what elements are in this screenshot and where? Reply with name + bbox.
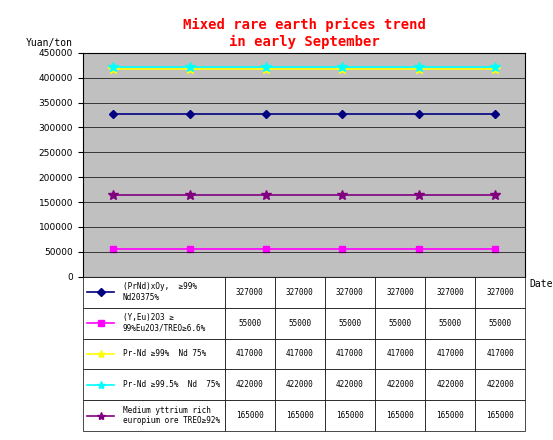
Bar xyxy=(275,338,325,370)
Text: Pr-Nd ≥99.5%  Nd  75%: Pr-Nd ≥99.5% Nd 75% xyxy=(123,380,220,389)
Text: 417000: 417000 xyxy=(336,349,364,359)
Text: 422000: 422000 xyxy=(487,380,514,389)
Text: 55000: 55000 xyxy=(288,319,311,328)
Text: 327000: 327000 xyxy=(386,288,414,297)
Text: 417000: 417000 xyxy=(236,349,263,359)
Text: 165000: 165000 xyxy=(236,411,263,420)
Bar xyxy=(83,338,225,370)
Bar xyxy=(225,338,275,370)
Text: 55000: 55000 xyxy=(439,319,462,328)
Bar xyxy=(475,277,525,308)
Bar xyxy=(375,370,425,400)
Bar xyxy=(275,370,325,400)
Bar xyxy=(325,308,375,338)
Bar xyxy=(325,338,375,370)
Text: 327000: 327000 xyxy=(286,288,314,297)
Bar xyxy=(225,277,275,308)
Bar xyxy=(83,308,225,338)
Text: 327000: 327000 xyxy=(236,288,263,297)
Text: 327000: 327000 xyxy=(487,288,514,297)
Bar xyxy=(83,400,225,431)
Bar xyxy=(83,277,225,308)
Text: 422000: 422000 xyxy=(286,380,314,389)
Bar xyxy=(425,338,475,370)
Text: 55000: 55000 xyxy=(388,319,411,328)
Bar xyxy=(225,400,275,431)
Bar xyxy=(375,277,425,308)
Bar xyxy=(325,370,375,400)
Bar xyxy=(475,338,525,370)
Text: 422000: 422000 xyxy=(386,380,414,389)
Bar xyxy=(425,400,475,431)
Text: 417000: 417000 xyxy=(487,349,514,359)
Text: 327000: 327000 xyxy=(436,288,464,297)
Text: 417000: 417000 xyxy=(286,349,314,359)
Text: 422000: 422000 xyxy=(436,380,464,389)
Bar xyxy=(475,400,525,431)
Text: 165000: 165000 xyxy=(386,411,414,420)
Bar xyxy=(425,308,475,338)
Text: 417000: 417000 xyxy=(436,349,464,359)
Bar xyxy=(275,400,325,431)
Text: Date: Date xyxy=(530,279,553,289)
Bar xyxy=(225,370,275,400)
Text: 55000: 55000 xyxy=(238,319,261,328)
Text: 327000: 327000 xyxy=(336,288,364,297)
Text: 165000: 165000 xyxy=(436,411,464,420)
Text: 422000: 422000 xyxy=(236,380,263,389)
Text: Medium yttrium rich
europium ore TREO≥92%: Medium yttrium rich europium ore TREO≥92… xyxy=(123,406,220,425)
Text: 165000: 165000 xyxy=(487,411,514,420)
Text: 165000: 165000 xyxy=(286,411,314,420)
Bar xyxy=(83,370,225,400)
Text: 417000: 417000 xyxy=(386,349,414,359)
Bar xyxy=(475,370,525,400)
Bar xyxy=(325,400,375,431)
Bar xyxy=(325,277,375,308)
Text: 55000: 55000 xyxy=(338,319,362,328)
Bar xyxy=(425,277,475,308)
Bar xyxy=(275,308,325,338)
Bar xyxy=(375,308,425,338)
Bar xyxy=(375,400,425,431)
Text: Yuan/ton: Yuan/ton xyxy=(25,38,72,48)
Bar xyxy=(425,370,475,400)
Text: (Y,Eu)2O3 ≥
99%Eu2O3/TREO≥6.6%: (Y,Eu)2O3 ≥ 99%Eu2O3/TREO≥6.6% xyxy=(123,313,206,333)
Text: 165000: 165000 xyxy=(336,411,364,420)
Text: 55000: 55000 xyxy=(489,319,512,328)
Bar xyxy=(225,308,275,338)
Text: Pr-Nd ≥99%  Nd 75%: Pr-Nd ≥99% Nd 75% xyxy=(123,349,206,359)
Bar xyxy=(275,277,325,308)
Bar xyxy=(375,338,425,370)
Text: 422000: 422000 xyxy=(336,380,364,389)
Title: Mixed rare earth prices trend
in early September: Mixed rare earth prices trend in early S… xyxy=(182,18,426,49)
Text: (PrNd)xOy,  ≥99%
Nd20375%: (PrNd)xOy, ≥99% Nd20375% xyxy=(123,282,197,302)
Bar xyxy=(475,308,525,338)
